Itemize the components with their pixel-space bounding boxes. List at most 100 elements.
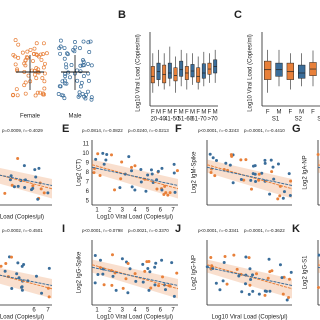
dot <box>133 272 137 276</box>
dot <box>78 69 83 74</box>
dot <box>249 178 253 182</box>
y-tick-label: 10 <box>82 151 89 157</box>
dot <box>25 49 30 54</box>
dot <box>23 80 28 85</box>
dot <box>278 263 282 267</box>
x-tick-label: 6 <box>159 308 163 314</box>
x-axis-label: Log10 Viral Load (Copies/μl) <box>97 215 173 221</box>
fit-line <box>0 174 53 186</box>
dot <box>11 92 16 97</box>
dot <box>263 293 267 297</box>
dot <box>3 269 7 273</box>
panel-letter: J <box>175 223 181 235</box>
dot <box>34 52 39 57</box>
y-axis-label: Log2 IgG-Spike <box>77 251 83 293</box>
dot <box>280 276 284 280</box>
dot <box>16 42 21 47</box>
dot <box>12 185 16 189</box>
group-label: S1 <box>272 117 280 123</box>
dot <box>32 51 36 56</box>
panel-letter: G <box>292 123 301 135</box>
dot <box>127 155 131 159</box>
dot <box>44 51 49 56</box>
dot <box>249 187 253 191</box>
dot <box>16 55 21 60</box>
dot <box>42 79 47 84</box>
x-tick-label: 5 <box>146 308 150 314</box>
dot <box>172 171 176 175</box>
panel-letter: F <box>175 123 182 135</box>
dot <box>240 290 244 294</box>
dot <box>102 162 106 166</box>
dot <box>87 50 92 54</box>
dot <box>31 184 35 188</box>
dot <box>287 172 291 176</box>
group-label: 20-40 <box>150 117 166 123</box>
panel-letter: K <box>292 223 300 235</box>
sex-label: F <box>266 110 270 116</box>
fit-line <box>206 264 293 290</box>
dot <box>278 194 282 198</box>
x-axis-label: Log10 Viral Load (Copies/μl) <box>0 215 44 221</box>
dot <box>39 187 43 191</box>
dot <box>81 39 86 44</box>
dot <box>133 164 137 168</box>
dot <box>0 264 3 268</box>
dot <box>251 172 255 176</box>
dot <box>244 158 248 162</box>
dot <box>288 193 292 197</box>
dot <box>58 44 63 49</box>
dot <box>47 266 51 270</box>
sex-label: M <box>277 110 282 116</box>
dot <box>242 178 246 182</box>
dot <box>148 270 152 274</box>
dot <box>86 89 90 94</box>
y-axis-label: Log2 IgG-NP <box>192 255 198 290</box>
dot <box>84 92 88 97</box>
x-tick-label: 4 <box>133 208 137 214</box>
dot <box>41 52 45 57</box>
dot <box>223 255 227 259</box>
fit-line <box>91 166 179 186</box>
dot <box>93 253 97 257</box>
dot <box>25 55 30 60</box>
dot <box>75 78 80 83</box>
stat-text: p<0.0001, r=-0.3341 <box>198 228 239 233</box>
y-tick-label: 11 <box>83 142 90 148</box>
dot <box>101 151 105 155</box>
group-label: S2 <box>295 117 303 123</box>
dot <box>141 262 145 266</box>
dot <box>58 84 63 89</box>
dot <box>9 174 13 178</box>
dot <box>10 287 14 291</box>
dot <box>156 169 160 173</box>
dot <box>65 51 70 56</box>
dot <box>247 256 251 260</box>
dot <box>28 47 33 52</box>
dot <box>64 65 69 70</box>
group-label: 61-70 <box>191 117 207 123</box>
dot <box>232 253 236 257</box>
dot <box>222 260 226 264</box>
dot <box>89 63 94 68</box>
dot <box>39 57 44 62</box>
dot <box>147 260 151 264</box>
dot <box>263 158 267 162</box>
dot <box>120 257 124 261</box>
dot <box>40 76 45 81</box>
dot <box>47 295 51 299</box>
y-tick-label: 7 <box>86 180 90 186</box>
dot <box>89 95 94 100</box>
dot <box>78 84 83 89</box>
dot <box>10 183 14 187</box>
sex-label: F <box>162 110 166 116</box>
dot <box>41 41 46 46</box>
dot <box>251 289 255 293</box>
dot <box>24 55 29 59</box>
dot <box>168 191 172 195</box>
box <box>196 67 201 83</box>
dot <box>172 294 176 298</box>
dot <box>124 277 128 281</box>
dot <box>143 269 147 273</box>
x-tick-label: 7 <box>46 308 50 314</box>
